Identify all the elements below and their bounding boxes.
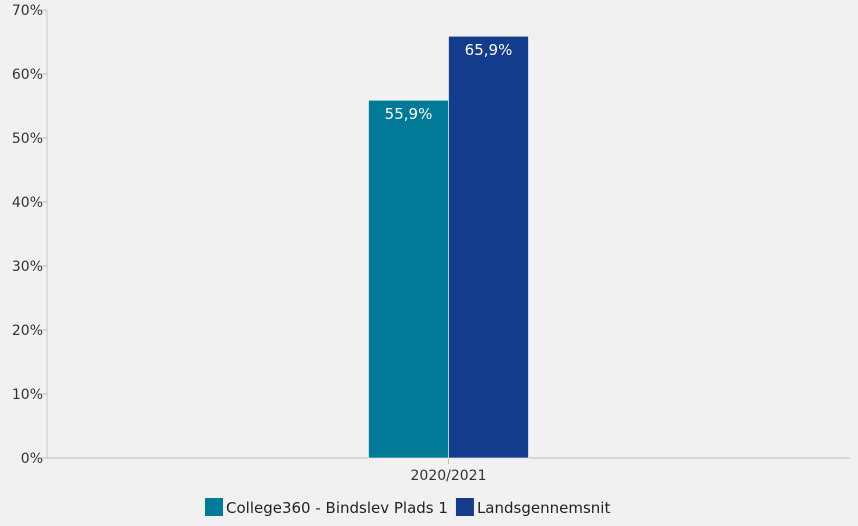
- data-label: 55,9%: [385, 105, 433, 123]
- y-tick-label: 10%: [12, 387, 43, 403]
- y-tick-label: 60%: [12, 67, 43, 83]
- y-tick-label: 0%: [21, 451, 43, 467]
- legend-swatch: [455, 498, 474, 516]
- y-tick-label: 20%: [12, 323, 43, 339]
- y-axis: 0% 10% 20% 30% 40% 50% 60% 70%: [12, 3, 48, 467]
- bar-landsgennemsnit: [448, 35, 529, 459]
- y-tick-label: 40%: [12, 195, 43, 211]
- y-tick-label: 30%: [12, 259, 43, 275]
- legend: College360 - Bindslev Plads 1 Landsgennem…: [205, 498, 610, 517]
- y-tick-label: 70%: [12, 3, 43, 19]
- data-label: 65,9%: [465, 41, 513, 59]
- y-tick-label: 50%: [12, 131, 43, 147]
- bar-college360: [368, 99, 449, 459]
- bars: 55,9% 65,9%: [368, 35, 529, 459]
- x-tick-label: 2020/2021: [411, 468, 487, 484]
- legend-swatch: [205, 498, 223, 516]
- legend-label: College360 - Bindslev Plads 1: [226, 499, 448, 517]
- legend-label: Landsgennemsnit: [477, 499, 610, 517]
